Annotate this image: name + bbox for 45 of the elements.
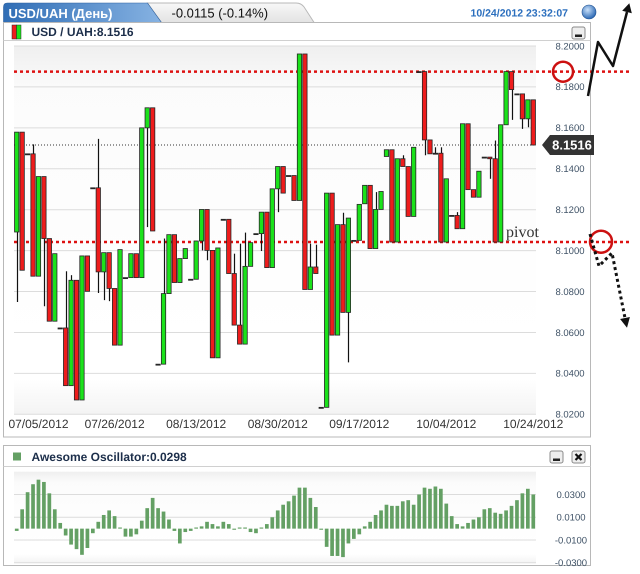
x-tick-label: 08/30/2012 [248, 417, 308, 431]
bar [400, 501, 405, 529]
y-tick-label: -0.0300 [554, 558, 588, 570]
bar [226, 524, 231, 529]
y-tick-label: 8.1400 [555, 164, 585, 176]
y-tick-label: 8.0400 [555, 368, 585, 380]
x-tick-label: 07/26/2012 [84, 417, 145, 431]
y-tick-label: 8.1000 [555, 246, 585, 257]
y-tick-label: 8.0600 [555, 328, 585, 339]
bar [140, 520, 144, 529]
y-tick-label: 8.2000 [555, 41, 585, 52]
y-tick-label: -0.0100 [554, 535, 588, 546]
bar [183, 528, 188, 532]
bar [450, 516, 454, 529]
bar [145, 508, 150, 529]
legend-label: Awesome Oscillator:0.0298 [32, 450, 188, 464]
bar [52, 509, 57, 529]
ref-line-label: 8.1516 [552, 138, 592, 153]
bar [488, 508, 492, 529]
x-tick-label: 09/17/2012 [329, 417, 390, 431]
y-tick-label: 8.1800 [555, 82, 585, 94]
bar [270, 517, 274, 529]
bar [314, 507, 318, 529]
y-tick-label: 0.0300 [556, 490, 586, 501]
bar [96, 522, 100, 529]
chart-title: USD/UAH (День) [8, 6, 112, 21]
bar [276, 510, 280, 529]
x-tick-label: 10/04/2012 [416, 417, 477, 431]
y-tick-label: 0.0100 [556, 512, 586, 524]
bar [444, 504, 448, 529]
bar [531, 494, 536, 529]
y-tick-label: 8.1200 [555, 205, 585, 216]
bar [406, 500, 410, 529]
bar [102, 514, 106, 529]
bar [493, 512, 498, 529]
legend-label: USD / UAH:8.1516 [32, 25, 134, 39]
y-tick-label: 8.1600 [555, 123, 585, 134]
ref-line-label: pivot [506, 224, 540, 242]
x-tick-label: 07/05/2012 [8, 417, 69, 431]
bar [58, 522, 62, 529]
text: 10/24/2012 23:32:07 [470, 8, 568, 20]
bar [357, 528, 362, 534]
y-tick-label: 8.0800 [555, 286, 585, 298]
x-tick-label: 08/13/2012 [166, 417, 227, 431]
chart-subtitle: -0.0115 (-0.14%) [171, 6, 268, 20]
